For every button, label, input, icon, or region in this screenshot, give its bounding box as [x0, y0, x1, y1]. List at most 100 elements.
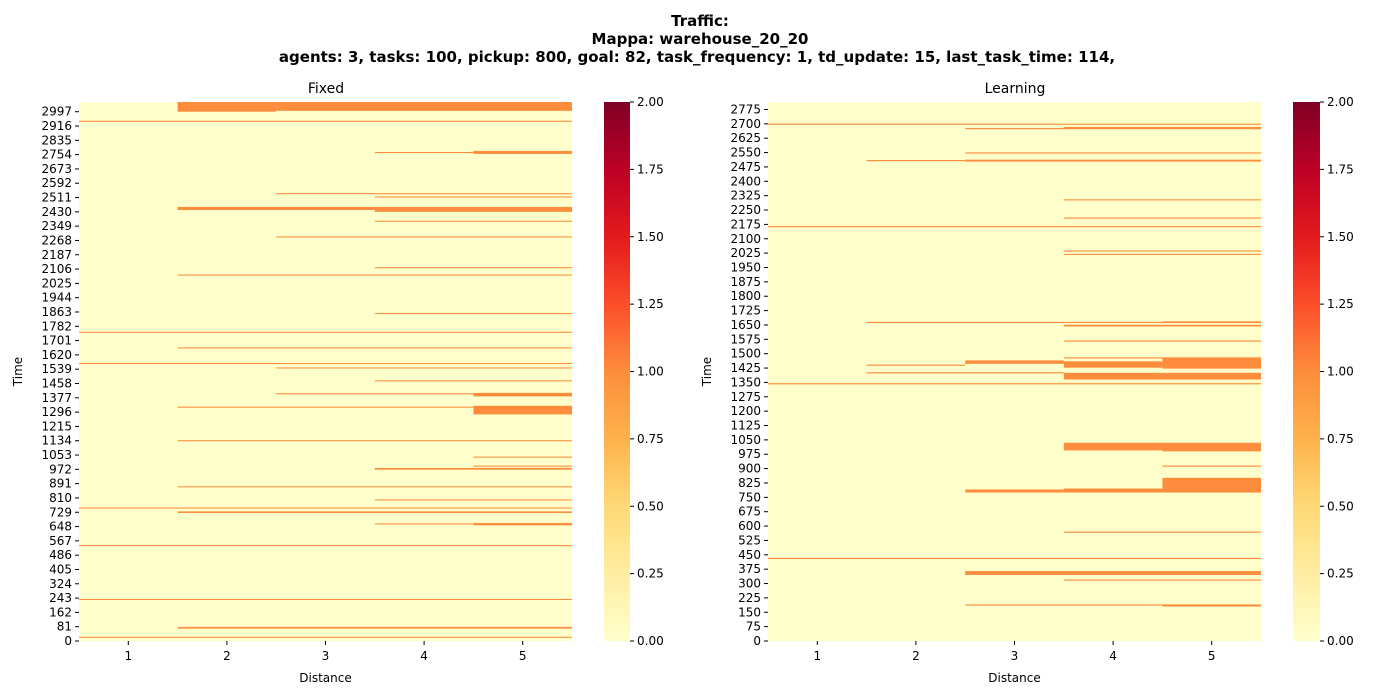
- heatmap-cell: [1162, 358, 1261, 369]
- colorbar-tick-label: 0.00: [1327, 634, 1354, 648]
- y-tick-label: 75: [746, 620, 761, 634]
- colorbar-tick-label: 1.00: [1327, 365, 1354, 379]
- y-tick-label: 1377: [41, 391, 72, 405]
- y-tick-label: 972: [49, 462, 72, 476]
- heatmap-cell: [374, 380, 572, 382]
- colorbar-tick-label: 1.50: [637, 230, 664, 244]
- y-tick-label: 2592: [41, 176, 72, 190]
- y-tick-label: 1215: [41, 419, 72, 433]
- heatmap-cell: [177, 626, 572, 629]
- y-tick-label: 729: [49, 505, 72, 519]
- heatmap-cell: [473, 150, 572, 154]
- x-tick-label: 1: [124, 649, 132, 663]
- y-tick-label: 1134: [41, 434, 72, 448]
- heatmap-cell: [1063, 340, 1261, 342]
- y-tick-label: 1950: [730, 260, 761, 274]
- y-tick-label: 648: [49, 520, 72, 534]
- x-tick-label: 5: [1208, 649, 1216, 663]
- heatmap-cell: [374, 523, 474, 525]
- y-tick-label: 525: [738, 533, 761, 547]
- y-tick-label: 1875: [730, 275, 761, 289]
- heatmap-cell: [1063, 324, 1261, 327]
- colorbar-gradient: [1293, 102, 1320, 641]
- y-tick-label: 450: [738, 548, 761, 562]
- y-tick-label: 1620: [41, 348, 72, 362]
- y-tick-label: 1863: [41, 305, 72, 319]
- heatmap-cell: [177, 274, 572, 276]
- y-tick-label: 1425: [730, 361, 761, 375]
- x-axis-label: Distance: [299, 671, 351, 685]
- y-tick-label: 2268: [41, 233, 72, 247]
- heatmap-cell: [374, 220, 572, 222]
- x-tick-label: 4: [420, 649, 428, 663]
- colorbar-tick-label: 1.75: [637, 162, 664, 176]
- y-tick-label: 0: [753, 634, 761, 648]
- y-tick-label: 2430: [41, 205, 72, 219]
- y-tick-label: 675: [738, 505, 761, 519]
- y-tick-label: 2835: [41, 133, 72, 147]
- y-tick-label: 2673: [41, 162, 72, 176]
- heatmap-cell: [79, 636, 572, 638]
- heatmap-cell: [965, 159, 1261, 162]
- y-tick-label: 162: [49, 605, 72, 619]
- heatmap-cell: [768, 123, 1261, 125]
- y-tick-label: 2700: [730, 117, 761, 131]
- heatmap-cell: [177, 102, 277, 112]
- y-tick-label: 324: [49, 577, 72, 591]
- heatmap-cell: [866, 321, 1163, 324]
- y-tick-label: 2175: [730, 217, 761, 231]
- y-tick-label: 2475: [730, 160, 761, 174]
- y-tick-label: 1701: [41, 334, 72, 348]
- heatmap-cell: [1063, 372, 1261, 380]
- heatmap-cell: [473, 465, 572, 467]
- y-tick-label: 1125: [730, 419, 761, 433]
- heatmap-cell: [177, 206, 375, 211]
- heatmap-cell: [473, 392, 572, 397]
- heatmap-cell: [1162, 442, 1261, 452]
- heatmap-cell: [177, 347, 572, 349]
- y-tick-label: 1575: [730, 332, 761, 346]
- x-tick-label: 3: [322, 649, 330, 663]
- x-tick-label: 2: [223, 649, 231, 663]
- heatmap-cell: [1063, 250, 1261, 252]
- y-tick-label: 1458: [41, 377, 72, 391]
- y-tick-label: 150: [738, 605, 761, 619]
- y-tick-label: 1782: [41, 319, 72, 333]
- heatmap-cell: [276, 367, 572, 369]
- heatmap-cell: [177, 440, 572, 442]
- colorbar-tick-label: 0.75: [637, 432, 664, 446]
- heatmap-cell: [768, 226, 1261, 228]
- heatmap-cell: [177, 406, 572, 408]
- y-tick-label: 1053: [41, 448, 72, 462]
- heatmap-cell: [79, 363, 572, 365]
- x-tick-label: 1: [813, 649, 821, 663]
- colorbar-tick-label: 0.25: [1327, 567, 1354, 581]
- heatmap-cell: [374, 196, 572, 198]
- heatmap-cell: [1063, 357, 1261, 359]
- colorbar-tick-label: 1.50: [1327, 230, 1354, 244]
- heatmap-cell: [374, 151, 474, 154]
- heatmap-cell: [276, 393, 474, 395]
- y-tick-label: 750: [738, 490, 761, 504]
- y-tick-label: 2025: [730, 246, 761, 260]
- y-tick-label: 81: [57, 620, 72, 634]
- y-tick-label: 891: [49, 477, 72, 491]
- y-tick-label: 810: [49, 491, 72, 505]
- y-tick-label: 2754: [41, 148, 72, 162]
- y-tick-label: 1296: [41, 405, 72, 419]
- heatmap-cell: [79, 120, 572, 122]
- y-tick-label: 2916: [41, 119, 72, 133]
- colorbar: 0.00 0.25 0.50 0.75 1.00 1.25 1.50 1.75 2.00: [1293, 95, 1354, 648]
- y-tick-label: 243: [49, 591, 72, 605]
- y-tick-label: 1350: [730, 375, 761, 389]
- heatmap-cell: [1162, 321, 1261, 324]
- y-tick-label: 2625: [730, 131, 761, 145]
- panel-title: Learning: [985, 81, 1046, 97]
- y-tick-label: 1275: [730, 390, 761, 404]
- y-tick-label: 405: [49, 562, 72, 576]
- heatmap-cell: [177, 511, 572, 513]
- y-tick-label: 2250: [730, 203, 761, 217]
- figure-title-line-1: Traffic:: [671, 12, 729, 30]
- heatmap-cell: [79, 598, 572, 601]
